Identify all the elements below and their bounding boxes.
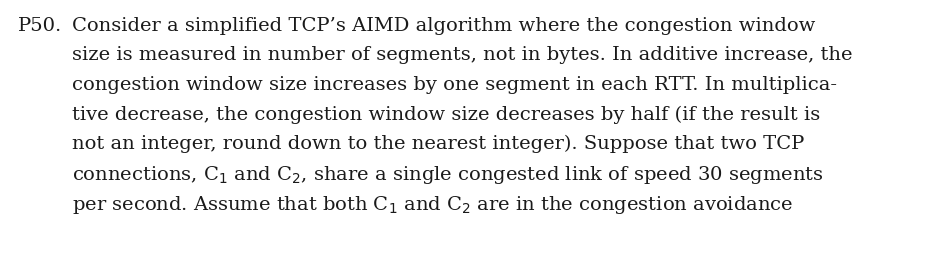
Text: size is measured in number of segments, not in bytes. In additive increase, the: size is measured in number of segments, … bbox=[72, 46, 853, 64]
Text: per second. Assume that both C$_1$ and C$_2$ are in the congestion avoidance: per second. Assume that both C$_1$ and C… bbox=[72, 193, 794, 215]
Text: congestion window size increases by one segment in each RTT. In multiplica-: congestion window size increases by one … bbox=[72, 76, 837, 94]
Text: connections, C$_1$ and C$_2$, share a single congested link of speed 30 segments: connections, C$_1$ and C$_2$, share a si… bbox=[72, 164, 824, 186]
Text: tive decrease, the congestion window size decreases by half (if the result is: tive decrease, the congestion window siz… bbox=[72, 105, 820, 123]
Text: P50.: P50. bbox=[18, 17, 62, 35]
Text: Consider a simplified TCP’s AIMD algorithm where the congestion window: Consider a simplified TCP’s AIMD algorit… bbox=[72, 17, 815, 35]
Text: not an integer, round down to the nearest integer). Suppose that two TCP: not an integer, round down to the neares… bbox=[72, 134, 805, 153]
